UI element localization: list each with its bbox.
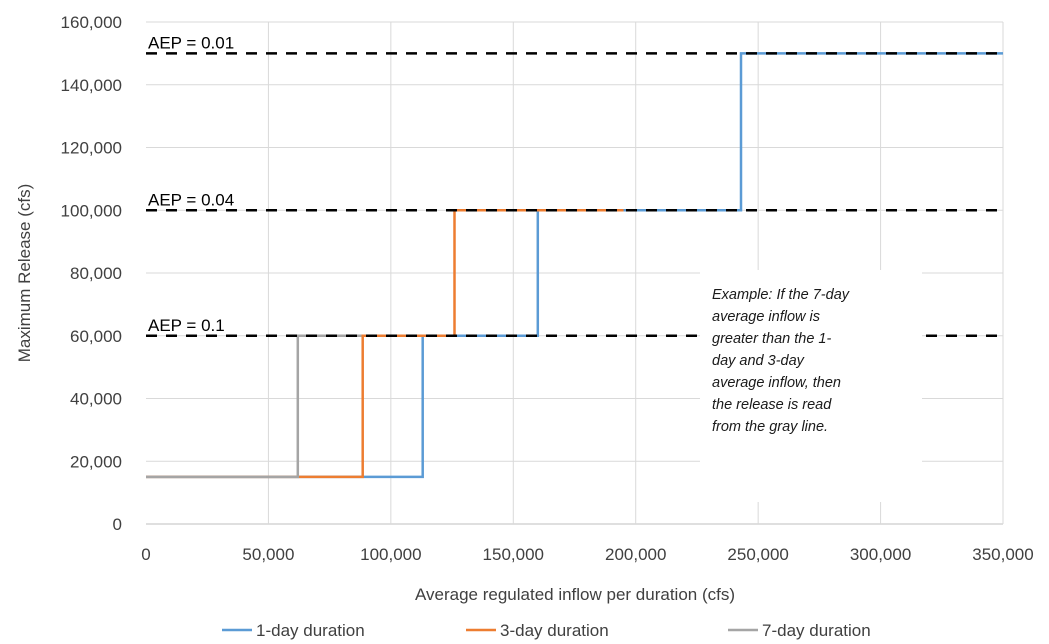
x-axis-ticks: 0 50,000 100,000 150,000 200,000 250,000 300,0… <box>141 545 1033 564</box>
annotation-line: the release is read <box>712 397 832 413</box>
x-tick-label: 200,000 <box>605 545 666 564</box>
legend-label: 7-day duration <box>762 621 871 640</box>
x-tick-label: 350,000 <box>972 545 1033 564</box>
annotation-line: Example: If the 7-day <box>712 287 850 303</box>
aep-label: AEP = 0.04 <box>148 190 234 209</box>
series-line <box>146 209 624 479</box>
x-tick-label: 300,000 <box>850 545 911 564</box>
y-axis-title: Maximum Release (cfs) <box>15 184 34 363</box>
y-tick-label: 80,000 <box>70 264 122 283</box>
annotation-line: average inflow, then <box>712 375 841 391</box>
x-axis-title: Average regulated inflow per duration (c… <box>415 585 735 604</box>
y-tick-label: 40,000 <box>70 390 122 409</box>
x-tick-label: 0 <box>141 545 150 564</box>
legend-label: 1-day duration <box>256 621 365 640</box>
annotation-line: average inflow is <box>712 309 820 325</box>
x-tick-label: 100,000 <box>360 545 421 564</box>
annotation-box: Example: If the 7-day average inflow is gr… <box>700 270 922 502</box>
y-tick-label: 140,000 <box>61 76 122 95</box>
y-tick-label: 20,000 <box>70 452 122 471</box>
y-tick-label: 160,000 <box>61 13 122 32</box>
y-tick-label: 100,000 <box>61 201 122 220</box>
y-tick-label: 0 <box>113 515 122 534</box>
annotation-line: day and 3-day <box>712 353 804 369</box>
y-tick-label: 120,000 <box>61 139 122 158</box>
annotation-line: from the gray line. <box>712 419 829 435</box>
series-line <box>146 334 362 479</box>
y-axis-ticks: 0 20,000 40,000 60,000 80,000 100,000 120,000 1… <box>61 13 122 534</box>
aep-label: AEP = 0.01 <box>148 33 234 52</box>
x-tick-label: 250,000 <box>727 545 788 564</box>
annotation-line: greater than the 1- <box>712 331 832 347</box>
series-line <box>146 52 1003 479</box>
legend-label: 3-day duration <box>500 621 609 640</box>
aep-label: AEP = 0.1 <box>148 316 225 335</box>
x-tick-label: 150,000 <box>483 545 544 564</box>
y-tick-label: 60,000 <box>70 327 122 346</box>
reference-lines: AEP = 0.01 AEP = 0.04 AEP = 0.1 <box>146 33 1003 337</box>
x-tick-label: 50,000 <box>242 545 294 564</box>
legend: 1-day duration 3-day duration 7-day durati… <box>222 621 871 640</box>
